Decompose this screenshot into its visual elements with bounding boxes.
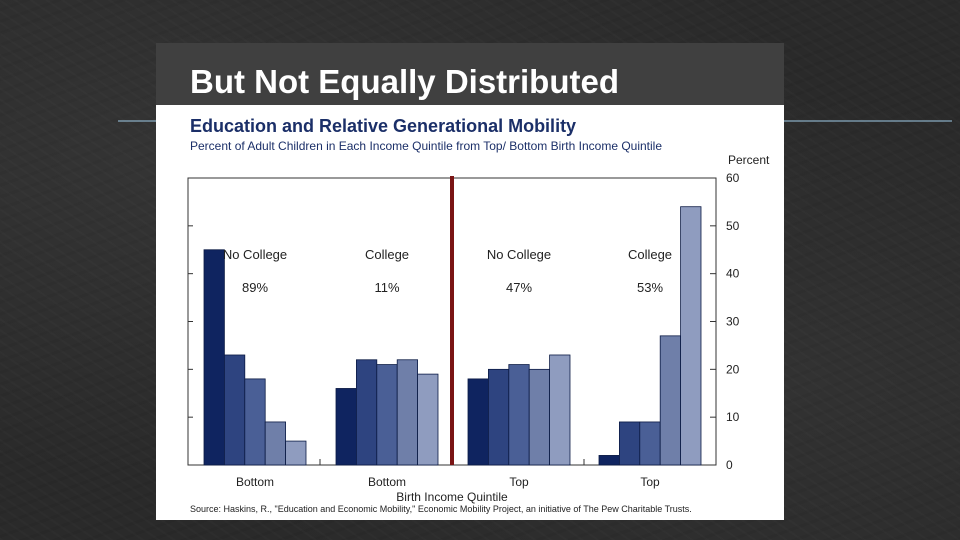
x-category-label: Top (509, 475, 529, 489)
bar-1-2 (224, 354, 246, 466)
bar-4-5 (680, 206, 702, 466)
x-category-label: Bottom (368, 475, 406, 489)
bar-4-4 (659, 335, 682, 466)
bar-2-5 (417, 373, 439, 466)
bar-3-2 (487, 368, 510, 466)
bar-4-3 (639, 421, 661, 466)
bar-3-3 (508, 364, 530, 466)
bar-3-4 (528, 368, 551, 466)
chalk-line-left (118, 120, 158, 122)
y-tick-label: 30 (726, 315, 740, 329)
bar-2-1 (335, 388, 357, 466)
group-share: 47% (506, 280, 532, 295)
x-category-label: Bottom (236, 475, 274, 489)
title-bar: But Not Equally Distributed (156, 43, 784, 105)
chart: 0 10 20 30 40 50 60 Percent No College 89% Bottom C… (187, 153, 770, 504)
bar-1-1 (203, 249, 225, 466)
group-label: No College (487, 247, 551, 262)
chart-title: Education and Relative Generational Mobi… (190, 116, 577, 136)
bar-2-4 (396, 359, 418, 466)
chart-subtitle: Percent of Adult Children in Each Income… (190, 139, 663, 153)
y-tick-label: 10 (726, 410, 740, 424)
bar-4-2 (618, 421, 641, 466)
y-tick-label: 40 (726, 267, 740, 281)
bar-1-5 (285, 440, 307, 466)
y-tick-label: 60 (726, 171, 740, 185)
group-share: 11% (374, 280, 399, 295)
bar-2-3 (376, 364, 398, 466)
bar-3-1 (467, 378, 489, 466)
bar-1-3 (244, 378, 266, 466)
group-share: 89% (242, 280, 268, 295)
chalk-line-right (784, 120, 952, 122)
group-label: No College (223, 247, 287, 262)
y-tick-label: 0 (726, 458, 733, 472)
y-axis-label: Percent (728, 153, 770, 167)
group-share: 53% (637, 280, 663, 295)
y-tick-label: 50 (726, 219, 740, 233)
bar-1-4 (264, 421, 286, 466)
slide-title: But Not Equally Distributed (190, 63, 619, 100)
bar-4-1 (598, 455, 620, 466)
group-label: College (628, 247, 672, 262)
bar-3-5 (549, 354, 571, 466)
group-label: College (365, 247, 409, 262)
source-note: Source: Haskins, R., "Education and Econ… (190, 504, 692, 514)
slide: But Not Equally Distributed Education an… (156, 43, 784, 520)
x-axis-label: Birth Income Quintile (396, 490, 508, 504)
bar-2-2 (355, 359, 378, 466)
y-tick-label: 20 (726, 362, 740, 376)
x-category-label: Top (640, 475, 660, 489)
